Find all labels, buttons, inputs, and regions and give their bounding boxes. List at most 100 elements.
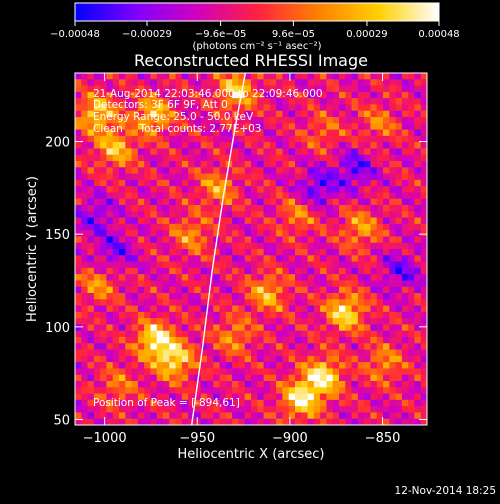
image-cell <box>181 217 189 225</box>
image-cell <box>100 161 107 168</box>
image-cell <box>301 73 308 80</box>
image-cell <box>263 280 271 288</box>
image-cell <box>383 198 390 206</box>
image-cell <box>156 217 164 225</box>
image-cell <box>207 374 214 382</box>
image-cell <box>87 343 95 350</box>
image-cell <box>100 374 107 382</box>
image-cell <box>169 418 176 425</box>
image-cell <box>301 387 308 394</box>
image-cell <box>376 135 384 143</box>
image-cell <box>320 223 327 231</box>
image-cell <box>370 230 378 237</box>
image-cell <box>244 173 252 181</box>
image-cell <box>112 255 120 262</box>
image-cell <box>376 255 384 262</box>
image-cell <box>295 311 302 319</box>
image-cell <box>420 349 427 357</box>
image-cell <box>414 211 422 218</box>
image-cell <box>225 293 233 300</box>
image-cell <box>401 179 409 187</box>
image-cell <box>376 110 384 118</box>
image-cell <box>194 236 202 244</box>
image-cell <box>263 142 271 149</box>
image-cell <box>207 267 214 275</box>
image-cell <box>301 91 308 99</box>
image-cell <box>357 73 365 80</box>
image-cell <box>251 255 258 262</box>
image-cell <box>137 192 145 200</box>
image-cell <box>169 179 176 187</box>
image-cell <box>313 192 321 200</box>
image-cell <box>307 280 315 288</box>
image-cell <box>169 73 176 80</box>
image-cell <box>93 123 101 130</box>
image-cell <box>307 374 315 382</box>
image-cell <box>326 368 334 376</box>
image-cell <box>408 123 415 130</box>
image-cell <box>112 198 120 206</box>
image-cell <box>200 148 208 156</box>
image-cell <box>408 399 415 407</box>
image-cell <box>295 142 302 149</box>
image-cell <box>420 230 427 237</box>
image-cell <box>307 167 315 174</box>
image-cell <box>188 381 195 388</box>
image-cell <box>244 399 252 407</box>
image-cell <box>301 242 308 250</box>
image-cell <box>288 110 296 118</box>
image-cell <box>119 161 126 168</box>
image-cell <box>106 230 114 237</box>
image-cell <box>219 311 227 319</box>
image-cell <box>269 311 277 319</box>
image-cell <box>364 154 371 162</box>
image-cell <box>219 387 227 394</box>
image-cell <box>295 98 302 105</box>
image-cell <box>207 311 214 319</box>
image-cell <box>282 343 290 350</box>
image-cell <box>263 135 271 143</box>
image-cell <box>181 142 189 149</box>
image-cell <box>93 230 101 237</box>
image-cell <box>87 355 95 363</box>
image-cell <box>119 230 126 237</box>
image-cell <box>401 135 409 143</box>
image-cell <box>320 399 327 407</box>
image-cell <box>269 205 277 212</box>
image-cell <box>87 406 95 413</box>
image-cell <box>125 179 132 187</box>
image-cell <box>251 142 258 149</box>
image-cell <box>376 236 384 244</box>
image-cell <box>364 305 371 313</box>
image-cell <box>238 117 246 124</box>
image-cell <box>75 98 82 105</box>
image-cell <box>295 261 302 269</box>
image-cell <box>100 173 107 181</box>
image-cell <box>219 412 227 420</box>
image-cell <box>288 249 296 256</box>
image-cell <box>326 85 334 93</box>
image-cell <box>194 355 202 363</box>
image-cell <box>389 255 396 262</box>
image-cell <box>364 129 371 137</box>
image-cell <box>364 249 371 256</box>
image-cell <box>200 236 208 244</box>
image-cell <box>364 223 371 231</box>
image-cell <box>395 154 403 162</box>
image-cell <box>251 161 258 168</box>
image-cell <box>81 205 88 212</box>
image-cell <box>269 337 277 344</box>
image-cell <box>112 79 120 86</box>
image-cell <box>257 418 264 425</box>
image-cell <box>339 412 346 420</box>
image-cell <box>313 418 321 425</box>
image-cell <box>395 337 403 344</box>
image-cell <box>376 173 384 181</box>
image-cell <box>376 230 384 237</box>
image-cell <box>106 393 114 401</box>
image-cell <box>112 186 120 193</box>
image-cell <box>326 318 334 325</box>
image-cell <box>364 91 371 99</box>
image-cell <box>395 368 403 376</box>
image-cell <box>395 305 403 313</box>
